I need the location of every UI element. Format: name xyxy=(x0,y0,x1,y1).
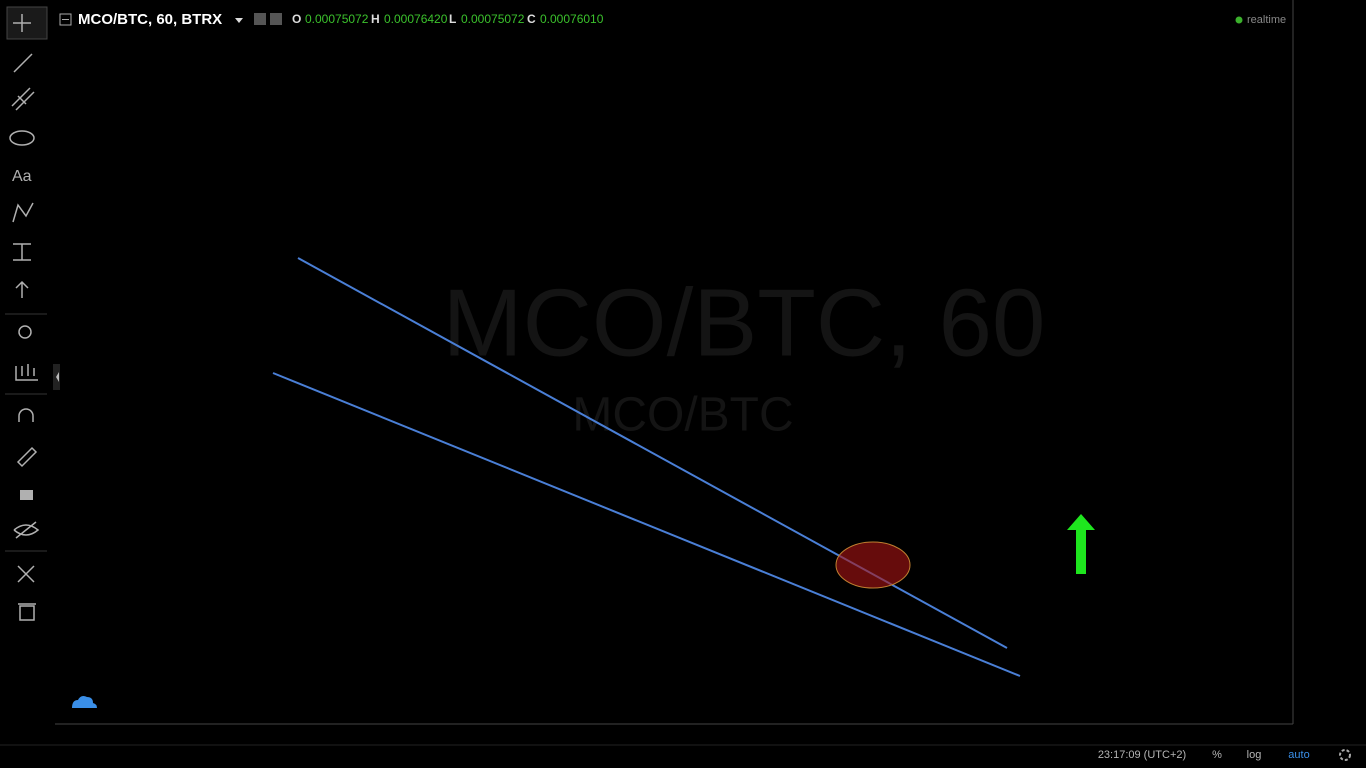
trend-line[interactable] xyxy=(272,372,1021,677)
ohlc-value: 0.00076010 xyxy=(540,12,604,26)
zoom-tool[interactable] xyxy=(18,325,32,339)
ohlc-label: H xyxy=(371,12,380,26)
pattern-tool[interactable] xyxy=(12,202,34,223)
magnet-tool[interactable] xyxy=(18,408,34,422)
line-tool[interactable] xyxy=(13,53,33,73)
ohlc-value: 0.00076420 xyxy=(384,12,448,26)
highlight-ellipse[interactable] xyxy=(835,541,911,589)
symbol[interactable]: MCO/BTC, 60, BTRX xyxy=(78,11,222,28)
collapse-button[interactable] xyxy=(59,13,72,26)
auto-toggle[interactable]: auto xyxy=(1288,749,1309,761)
measure-bars-tool[interactable] xyxy=(15,364,38,381)
measure-tool[interactable] xyxy=(13,243,31,261)
toolbar: Aa xyxy=(5,6,60,621)
eye-button[interactable] xyxy=(254,13,266,25)
settings-gear[interactable] xyxy=(1339,749,1351,761)
lock-tool[interactable] xyxy=(20,490,33,500)
ohlc-label: O xyxy=(292,12,301,26)
ohlc-value: 0.00075072 xyxy=(461,12,525,26)
draw-mode-tool[interactable] xyxy=(16,446,38,468)
arrow-tool[interactable] xyxy=(15,280,29,298)
symbol-dropdown[interactable] xyxy=(235,18,243,23)
plot-area: MCO/BTC, 60 MCO/BTC xyxy=(272,257,1095,677)
up-arrow[interactable] xyxy=(1067,514,1095,574)
pitchfork-tool[interactable] xyxy=(11,87,35,111)
clock: 23:17:09 (UTC+2) xyxy=(1098,749,1186,761)
crosshair-icon xyxy=(13,14,31,32)
status: realtime xyxy=(1247,14,1286,26)
log-toggle[interactable]: log xyxy=(1247,749,1262,761)
text-tool[interactable]: Aa xyxy=(12,168,32,185)
settings-tool[interactable] xyxy=(17,565,35,583)
ohlc-label: L xyxy=(449,12,456,26)
logo xyxy=(72,696,97,708)
ohlc-label: C xyxy=(527,12,536,26)
settings-button[interactable] xyxy=(270,13,282,25)
percent-toggle[interactable]: % xyxy=(1212,749,1222,761)
hide-tool[interactable] xyxy=(13,521,40,539)
watermark-symbol: MCO/BTC xyxy=(572,389,793,442)
delete-tool[interactable] xyxy=(18,603,36,621)
shape-tool[interactable] xyxy=(9,130,35,146)
ohlc-value: 0.00075072 xyxy=(305,12,369,26)
status-dot xyxy=(1235,16,1243,24)
watermark: MCO/BTC, 60 xyxy=(443,269,1046,376)
toolbar-toggle-icon xyxy=(56,372,59,382)
